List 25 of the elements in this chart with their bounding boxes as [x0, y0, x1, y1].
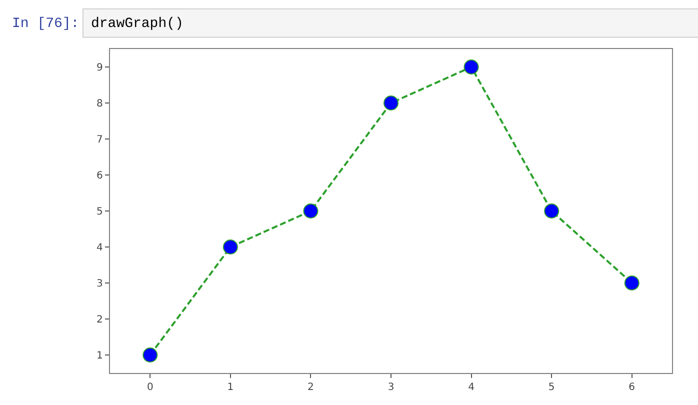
x-tick-label: 3: [388, 382, 394, 394]
y-tick-label: 8: [96, 98, 103, 110]
x-tick-label: 6: [628, 382, 636, 394]
text: drawGraph(): [91, 16, 184, 32]
point: [624, 276, 640, 290]
y-tick-label: 5: [96, 206, 103, 218]
text: In [76]:: [12, 16, 80, 32]
x-tick-label: 0: [146, 382, 154, 394]
point: [222, 240, 238, 254]
y-tick-label: 1: [96, 350, 103, 362]
point: [142, 348, 158, 362]
x-tick-label: 4: [468, 382, 474, 394]
point: [303, 204, 318, 218]
y-tick-label: 9: [96, 62, 103, 74]
point: [464, 60, 479, 74]
point: [384, 96, 398, 110]
y-tick-label: 4: [96, 242, 103, 254]
x-tick-label: 1: [227, 382, 234, 394]
x-tick-label: 5: [548, 382, 555, 394]
y-tick-label: 7: [96, 134, 103, 146]
point: [544, 204, 560, 218]
x-tick-label: 2: [308, 382, 314, 394]
y-tick-label: 6: [96, 170, 103, 182]
y-tick-label: 2: [96, 314, 103, 326]
y-tick-label: 3: [96, 278, 103, 290]
